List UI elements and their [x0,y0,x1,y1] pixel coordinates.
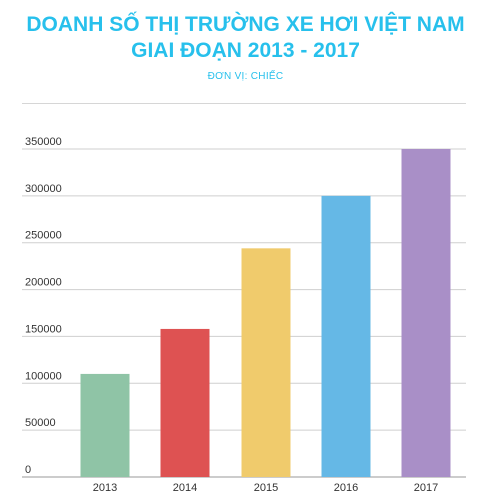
x-tick-label-2014: 2014 [173,482,197,493]
x-tick-label-2013: 2013 [93,482,117,493]
x-tick-label-2016: 2016 [334,482,358,493]
y-tick-label: 200000 [25,277,62,289]
bar-2015 [241,248,291,477]
x-tick-label-2017: 2017 [414,482,438,493]
chart-title-line-1: DOANH SỐ THỊ TRƯỜNG XE HƠI VIỆT NAM [26,13,465,36]
x-tick-label-2015: 2015 [254,482,278,493]
y-tick-label: 0 [25,464,31,476]
y-tick-label: 300000 [25,183,62,195]
y-tick-label: 350000 [25,136,62,148]
bar-2017 [401,149,451,477]
y-tick-label: 100000 [25,370,62,382]
y-tick-label: 150000 [25,323,62,335]
chart-unit-subtitle: ĐƠN VỊ: CHIẾC [207,71,284,82]
y-axis-labels: 0 50000 100000 150000 200000 250000 300000 3500… [25,136,62,476]
chart-title-line-2: GIAI ĐOẠN 2013 - 2017 [131,39,360,62]
y-tick-label: 250000 [25,230,62,242]
bar-2013 [80,373,130,477]
bar-2016 [321,195,371,477]
x-axis-labels: 2013 2014 2015 2016 2017 [93,482,438,493]
top-divider [22,103,466,104]
y-tick-label: 50000 [25,417,56,429]
bars [80,149,451,477]
bar-2014 [160,328,210,477]
